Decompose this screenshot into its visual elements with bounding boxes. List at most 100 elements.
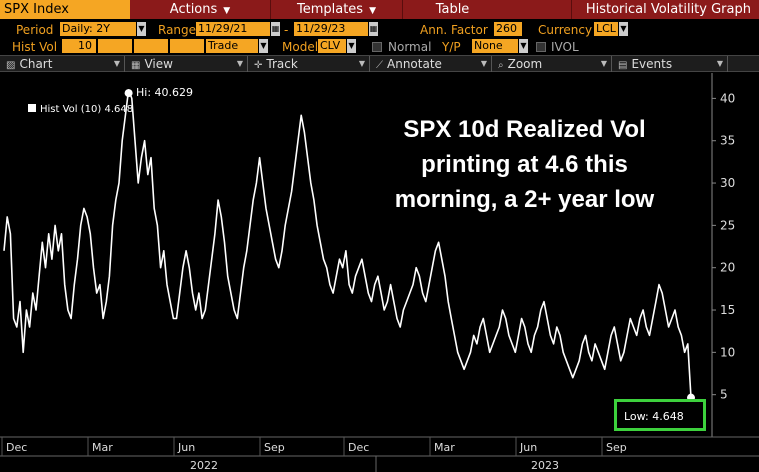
chart-icon: ▨	[6, 60, 16, 71]
y-tick-label: 40	[720, 91, 735, 105]
y-tick-label: 25	[720, 218, 735, 232]
track-chevron-down-icon: ▼	[358, 59, 365, 68]
histvol-field-3[interactable]	[134, 39, 168, 53]
histvol-field-2[interactable]	[98, 39, 132, 53]
ticker-field[interactable]: SPX Index	[0, 0, 130, 19]
x-tick-label: Mar	[434, 441, 455, 454]
period-dropdown-icon[interactable]: ▼	[137, 22, 146, 36]
actions-menu-label: Actions	[169, 2, 218, 17]
range-separator: -	[284, 23, 289, 37]
x-tick-label: Jun	[177, 441, 195, 454]
histvol-field-4[interactable]	[170, 39, 204, 53]
model-dropdown-icon[interactable]: ▼	[347, 39, 356, 53]
y-tick-label: 20	[720, 261, 735, 275]
templates-chevron-down-icon: ▼	[369, 6, 376, 16]
view-icon: ▦	[131, 60, 141, 71]
view-chevron-down-icon: ▼	[236, 59, 243, 68]
track-icon: ✛	[254, 60, 263, 71]
chart-annotation: SPX 10d Realized Vol printing at 4.6 thi…	[362, 112, 687, 217]
templates-menu[interactable]: Templates ▼	[270, 0, 402, 19]
zoom-tool-button[interactable]: ⌕ Zoom ▼	[492, 56, 612, 72]
x-tick-label: Dec	[6, 441, 27, 454]
y-tick-label: 15	[720, 303, 735, 317]
actions-chevron-down-icon: ▼	[223, 6, 231, 16]
track-tool-button[interactable]: ✛ Track ▼	[248, 56, 370, 72]
year-label: 2023	[531, 459, 559, 472]
annotation-line-1: SPX 10d Realized Vol	[403, 116, 646, 143]
view-tool-button[interactable]: ▦ View ▼	[125, 56, 248, 72]
templates-menu-label: Templates	[296, 2, 364, 17]
chart-tool-button[interactable]: ▨ Chart ▼	[0, 56, 125, 72]
annotate-chevron-down-icon: ▼	[480, 59, 487, 68]
x-tick-label: Sep	[606, 441, 627, 454]
legend-label: Hist Vol (10) 4.648	[40, 104, 134, 115]
volatility-chart[interactable]: 5 10 15 20 25 30 35 40 Dec Mar Jun Sep Dec Mar Jun Sep…	[0, 73, 759, 472]
table-menu-label: Table	[435, 2, 470, 17]
currency-field[interactable]: LCL	[594, 22, 618, 36]
currency-dropdown-icon[interactable]: ▼	[619, 22, 628, 36]
histvol-label: Hist Vol	[12, 40, 58, 54]
x-tick-label: Dec	[348, 441, 369, 454]
yp-label: Y/P	[442, 40, 461, 54]
parameter-panel: Period Daily: 2Y ▼ Range 11/29/21 ▦ - 11…	[0, 19, 759, 55]
ivol-checkbox[interactable]	[536, 42, 546, 52]
chart-chevron-down-icon: ▼	[113, 59, 120, 68]
yp-dropdown-icon[interactable]: ▼	[519, 39, 528, 53]
annotate-tool-button[interactable]: ⟋ Annotate ▼	[370, 56, 492, 72]
normal-checkbox[interactable]	[372, 42, 382, 52]
y-axis: 5 10 15 20 25 30 35 40	[711, 73, 735, 437]
y-tick-label: 5	[720, 388, 728, 402]
trade-field[interactable]: Trade	[206, 39, 258, 53]
x-axis: Dec Mar Jun Sep Dec Mar Jun Sep 2022 2023	[0, 436, 759, 472]
model-label: Model	[282, 40, 319, 54]
yp-field[interactable]: None	[472, 39, 518, 53]
events-tool-button[interactable]: ▤ Events ▼	[612, 56, 728, 72]
ann-factor-field[interactable]: 260	[494, 22, 522, 36]
annotation-line-3: morning, a 2+ year low	[394, 186, 655, 213]
range-label: Range	[158, 23, 197, 37]
menu-bar: SPX Index Actions ▼ Templates ▼ Table Hist…	[0, 0, 759, 19]
y-tick-label: 35	[720, 134, 735, 148]
annotation-line-2: printing at 4.6 this	[421, 151, 628, 178]
period-field[interactable]: Daily: 2Y	[60, 22, 136, 36]
range-end-calendar-icon[interactable]: ▦	[369, 22, 378, 36]
annotate-tool-label: Annotate	[387, 57, 442, 71]
low-label: Low: 4.648	[624, 410, 684, 423]
histvol-field[interactable]: 10	[62, 39, 96, 53]
range-start-field[interactable]: 11/29/21	[196, 22, 270, 36]
legend-swatch	[28, 104, 36, 112]
x-tick-label: Mar	[92, 441, 113, 454]
track-tool-label: Track	[266, 57, 298, 71]
zoom-tool-label: Zoom	[507, 57, 543, 71]
view-tool-label: View	[144, 57, 173, 71]
x-tick-label: Sep	[264, 441, 285, 454]
currency-label: Currency	[538, 23, 593, 37]
hi-label: Hi: 40.629	[136, 86, 194, 99]
y-tick-label: 30	[720, 176, 735, 190]
chart-area[interactable]: 5 10 15 20 25 30 35 40 Dec Mar Jun Sep Dec Mar Jun Sep…	[0, 73, 759, 472]
zoom-chevron-down-icon: ▼	[600, 59, 607, 68]
y-tick-label: 10	[720, 345, 735, 359]
table-menu[interactable]: Table	[402, 0, 502, 19]
model-field[interactable]: CLV	[318, 39, 346, 53]
range-start-calendar-icon[interactable]: ▦	[271, 22, 280, 36]
annotate-icon: ⟋	[376, 60, 383, 71]
low-highlight-box	[614, 399, 706, 431]
hi-marker	[124, 89, 133, 98]
x-tick-label: Jun	[519, 441, 537, 454]
chart-legend: Hist Vol (10) 4.648	[28, 104, 133, 115]
period-label: Period	[16, 23, 54, 37]
ivol-label: IVOL	[551, 40, 579, 54]
graph-title: Historical Volatility Graph	[570, 0, 759, 19]
normal-label: Normal	[388, 40, 432, 54]
year-label: 2022	[190, 459, 218, 472]
ann-factor-label: Ann. Factor	[420, 23, 488, 37]
trade-dropdown-icon[interactable]: ▼	[259, 39, 268, 53]
range-end-field[interactable]: 11/29/23	[294, 22, 368, 36]
events-icon: ▤	[618, 60, 628, 71]
chart-toolbar: ▨ Chart ▼ ▦ View ▼ ✛ Track ▼ ⟋ Annotate ▼ ⌕ Zoom ▼…	[0, 55, 759, 72]
zoom-icon: ⌕	[498, 60, 504, 71]
chart-tool-label: Chart	[19, 57, 53, 71]
actions-menu[interactable]: Actions ▼	[130, 0, 270, 19]
hist-vol-line	[3, 89, 692, 398]
